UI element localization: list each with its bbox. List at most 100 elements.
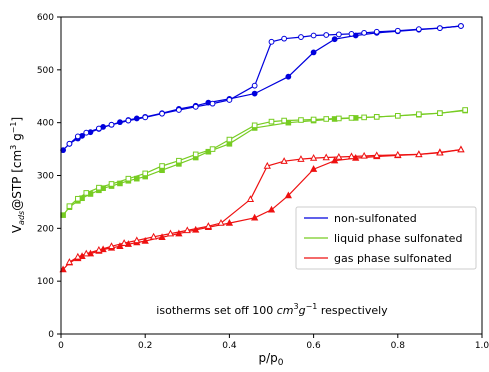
data-point-desorption: [83, 129, 90, 136]
legend-label-gas-phase: gas phase sulfonated: [334, 252, 452, 265]
data-point-desorption: [209, 146, 216, 152]
data-point-desorption: [415, 26, 422, 33]
data-point-desorption: [133, 236, 141, 244]
data-point-adsorption: [59, 265, 67, 273]
x-axis-title: p/p0: [258, 351, 283, 368]
data-point-adsorption: [285, 73, 292, 80]
data-point-desorption: [348, 115, 355, 121]
data-point-desorption: [458, 23, 464, 29]
data-point-desorption: [83, 190, 90, 196]
data-point-desorption: [226, 97, 233, 103]
data-point-desorption: [166, 229, 175, 237]
data-point-desorption: [323, 32, 330, 38]
data-point-desorption: [335, 31, 342, 38]
data-point-desorption: [209, 100, 216, 107]
x-tick-label: 0.8: [391, 341, 406, 351]
y-tick-label: 0: [48, 330, 54, 340]
y-tick-label: 200: [37, 224, 54, 234]
x-tick-label: 0: [58, 341, 64, 351]
data-point-adsorption: [284, 191, 292, 199]
data-point-adsorption: [267, 205, 276, 213]
data-point-desorption: [159, 110, 165, 117]
data-point-desorption: [95, 245, 103, 253]
data-point-desorption: [74, 133, 81, 140]
axis-ticks: 0 0.2 0.4 0.6 0.8 1.0 0 100 200 300 400 500 600: [37, 13, 489, 351]
data-point-adsorption: [251, 90, 258, 97]
data-point-desorption: [192, 103, 199, 110]
data-point-desorption: [323, 116, 330, 122]
data-point-desorption: [281, 117, 287, 124]
legend-box: [295, 206, 477, 270]
data-point-desorption: [246, 195, 255, 202]
data-point-desorption: [251, 122, 258, 129]
data-point-desorption: [268, 38, 275, 45]
x-tick-label: 0.4: [222, 341, 237, 351]
data-point-adsorption: [309, 165, 318, 172]
data-point-desorption: [360, 151, 368, 159]
data-point-desorption: [268, 118, 275, 125]
y-tick-label: 400: [37, 119, 54, 129]
data-point-desorption: [280, 157, 288, 164]
data-point-adsorption: [331, 156, 339, 164]
x-tick-label: 0.2: [138, 341, 152, 351]
data-point-desorption: [336, 115, 342, 122]
data-point-adsorption: [331, 36, 338, 43]
data-point-desorption: [437, 25, 443, 31]
legend-label-non-sulfonated: non-sulfonated: [334, 212, 417, 225]
data-point-desorption: [309, 154, 318, 161]
x-tick-label: 0.6: [306, 341, 321, 351]
data-point-desorption: [192, 151, 199, 158]
data-point-desorption: [415, 150, 423, 158]
data-point-desorption: [108, 121, 115, 128]
x-tick-label: 1.0: [475, 341, 489, 351]
data-point-desorption: [437, 110, 443, 116]
data-point-desorption: [125, 117, 132, 124]
legend: non-sulfonated liquid phase sulfonated g…: [295, 206, 477, 270]
data-point-desorption: [394, 27, 401, 34]
data-point-desorption: [281, 35, 288, 42]
data-point-desorption: [142, 170, 148, 177]
data-point-desorption: [217, 218, 225, 226]
offset-annotation: isotherms set off 100 cm3g−1 respectivel…: [156, 302, 388, 317]
data-point-desorption: [310, 32, 317, 39]
data-point-desorption: [310, 116, 317, 123]
data-point-desorption: [251, 82, 258, 89]
data-point-adsorption: [310, 49, 317, 56]
data-point-desorption: [175, 107, 182, 113]
data-point-desorption: [82, 249, 90, 257]
data-point-desorption: [142, 114, 149, 121]
data-point-desorption: [373, 151, 381, 159]
data-point-desorption: [96, 184, 102, 191]
y-tick-label: 500: [37, 66, 54, 76]
data-point-desorption: [394, 150, 402, 158]
data-point-desorption: [416, 111, 422, 118]
data-point-desorption: [335, 152, 343, 160]
data-point-adsorption: [175, 229, 183, 237]
data-point-desorption: [204, 222, 212, 229]
data-point-desorption: [298, 117, 304, 123]
data-point-desorption: [75, 195, 81, 202]
data-point-adsorption: [251, 213, 259, 221]
data-point-desorption: [361, 114, 367, 121]
data-point-desorption: [183, 226, 191, 234]
data-point-desorption: [125, 175, 132, 182]
series-0: [60, 23, 464, 154]
data-point-desorption: [395, 112, 401, 119]
data-point-desorption: [436, 148, 444, 156]
data-point-desorption: [66, 140, 73, 147]
data-point-desorption: [107, 242, 116, 249]
data-point-desorption: [66, 203, 73, 209]
data-point-desorption: [347, 152, 356, 160]
data-point-desorption: [108, 181, 115, 187]
data-point-desorption: [373, 28, 380, 35]
data-point-desorption: [373, 114, 380, 120]
series-1: [60, 107, 468, 218]
data-point-adsorption: [225, 218, 234, 226]
data-point-desorption: [120, 239, 128, 246]
y-tick-label: 600: [37, 13, 54, 23]
data-point-adsorption: [116, 242, 124, 249]
data-point-desorption: [65, 258, 74, 265]
data-point-adsorption: [141, 236, 149, 244]
y-tick-label: 100: [37, 277, 54, 287]
